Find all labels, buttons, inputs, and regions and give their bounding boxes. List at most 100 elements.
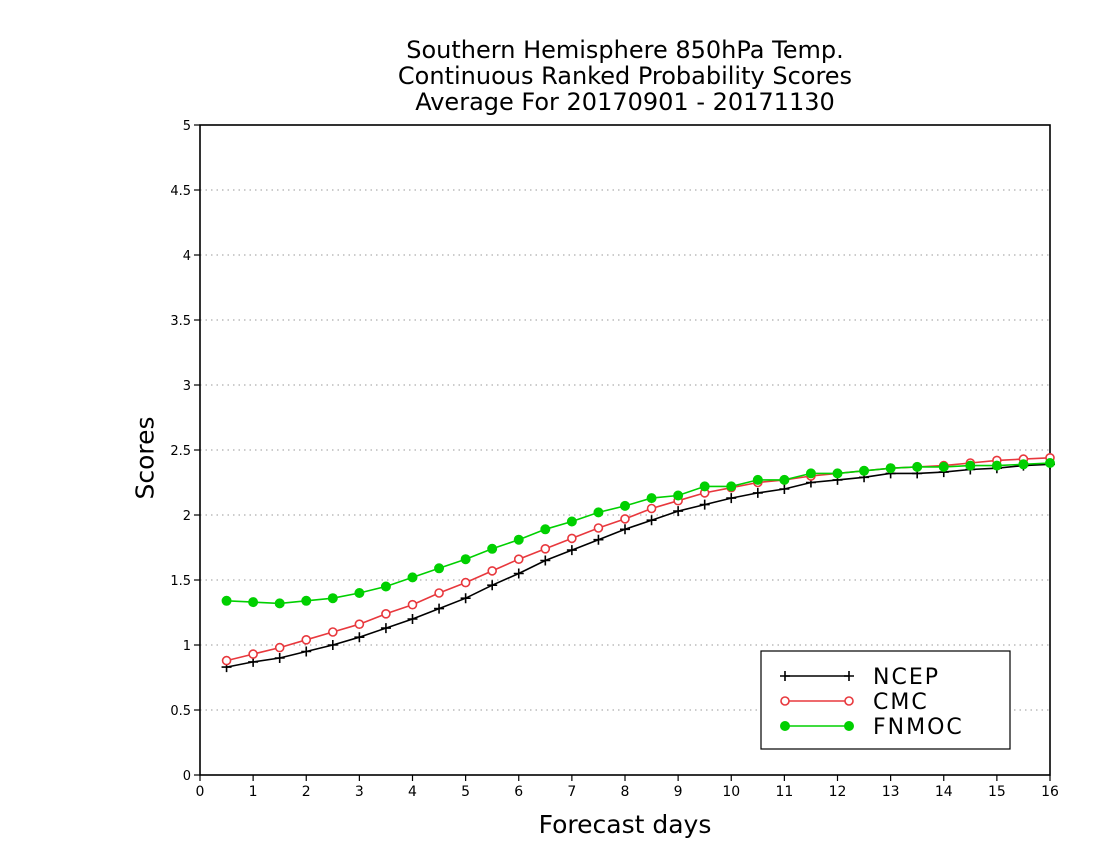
data-point-ncep: [327, 640, 338, 650]
data-point-ncep: [380, 623, 391, 634]
legend-marker: [780, 696, 790, 706]
data-point-cmc: [354, 619, 365, 630]
data-point-ncep: [434, 603, 445, 614]
legend-box: [760, 650, 1011, 750]
data-point-ncep: [513, 568, 524, 579]
data-point-cmc: [513, 554, 524, 565]
data-point-cmc: [460, 577, 471, 588]
series-fnmoc: [221, 458, 1055, 609]
y-tick-label: 3: [183, 379, 191, 394]
data-point-fnmoc: [274, 598, 285, 609]
data-point-fnmoc: [805, 468, 816, 479]
data-point-cmc: [540, 543, 551, 554]
data-point-ncep: [779, 484, 790, 494]
data-point-fnmoc: [726, 481, 737, 492]
data-point-fnmoc: [938, 461, 949, 472]
data-point-fnmoc: [327, 593, 338, 604]
legend-marker: [844, 721, 854, 731]
data-point-ncep: [354, 632, 365, 643]
series-cmc: [221, 452, 1055, 666]
legend-label: FNMOC: [873, 715, 964, 740]
y-tick-label: 2: [183, 509, 191, 524]
y-tick-label: 1.5: [170, 574, 191, 589]
y-tick-label: 0.5: [170, 704, 191, 719]
data-point-cmc: [646, 503, 657, 514]
data-point-fnmoc: [407, 572, 418, 583]
data-point-ncep: [460, 593, 471, 604]
legend-marker: [844, 696, 854, 706]
data-point-fnmoc: [859, 465, 870, 476]
y-tick-label: 0: [183, 769, 191, 784]
data-point-fnmoc: [752, 474, 763, 485]
x-tick-label: 11: [775, 784, 793, 800]
grid: [200, 124, 1050, 711]
x-tick-label: 15: [988, 784, 1006, 800]
data-point-fnmoc: [885, 463, 896, 474]
data-point-fnmoc: [380, 581, 391, 592]
data-point-fnmoc: [991, 460, 1002, 471]
y-axis-title: Scores: [130, 416, 160, 500]
data-point-ncep: [566, 545, 577, 556]
data-point-cmc: [487, 566, 497, 576]
x-tick-label: 10: [722, 784, 740, 800]
x-tick-label: 9: [674, 784, 683, 800]
series-group: [221, 452, 1055, 673]
chart-title-line-3: Average For 20170901 - 20171130: [415, 88, 835, 116]
legend-entry-ncep: NCEP: [780, 665, 940, 690]
x-tick-label: 13: [882, 784, 900, 800]
y-tick-label: 5: [183, 119, 191, 134]
data-point-ncep: [752, 487, 763, 498]
data-point-fnmoc: [620, 500, 630, 511]
y-tick-label: 4: [183, 249, 191, 264]
legend-marker: [780, 721, 790, 731]
data-point-ncep: [726, 493, 737, 504]
data-point-fnmoc: [832, 468, 843, 479]
data-point-cmc: [301, 634, 312, 645]
x-tick-label: 12: [829, 784, 847, 800]
data-point-cmc: [593, 523, 604, 533]
legend-entry-cmc: CMC: [780, 690, 929, 715]
legend-label: NCEP: [873, 665, 940, 690]
x-tick-label: 16: [1041, 784, 1059, 800]
x-tick-label: 5: [461, 784, 470, 800]
legend-label: CMC: [873, 690, 929, 715]
data-point-fnmoc: [248, 597, 259, 608]
series-line-ncep: [226, 463, 1051, 668]
data-point-cmc: [274, 642, 285, 653]
series-line-cmc: [226, 457, 1051, 662]
data-point-fnmoc: [1018, 459, 1029, 470]
legend-entry-fnmoc: FNMOC: [780, 715, 964, 740]
data-point-fnmoc: [221, 595, 232, 606]
data-point-fnmoc: [912, 461, 923, 472]
x-tick-label: 0: [196, 784, 205, 800]
x-tick-label: 14: [935, 784, 953, 800]
data-point-fnmoc: [673, 490, 684, 501]
legend-marker: [844, 671, 854, 681]
data-point-ncep: [487, 580, 498, 591]
data-point-ncep: [699, 499, 710, 510]
chart-title-line-1: Southern Hemisphere 850hPa Temp.: [406, 36, 844, 64]
data-point-fnmoc: [354, 588, 365, 598]
data-point-fnmoc: [513, 534, 524, 545]
data-point-fnmoc: [965, 460, 976, 471]
data-point-fnmoc: [434, 563, 445, 574]
legend-marker: [780, 671, 790, 681]
axes: 00.511.522.533.544.550 1 2 3 4 5 6 7 8 9 10 11 12 13 1…: [170, 119, 1059, 800]
data-point-fnmoc: [646, 493, 657, 504]
data-point-ncep: [540, 555, 551, 566]
data-point-ncep: [620, 524, 630, 535]
x-tick-label: 4: [408, 784, 417, 800]
data-point-cmc: [620, 514, 630, 524]
data-point-cmc: [248, 649, 258, 659]
x-tick-label: 8: [621, 784, 630, 800]
data-point-ncep: [274, 653, 285, 663]
data-point-fnmoc: [540, 524, 551, 535]
data-point-fnmoc: [460, 554, 471, 565]
data-point-ncep: [673, 506, 684, 517]
data-point-cmc: [567, 533, 577, 544]
data-point-fnmoc: [1045, 458, 1055, 468]
data-point-fnmoc: [593, 507, 604, 518]
